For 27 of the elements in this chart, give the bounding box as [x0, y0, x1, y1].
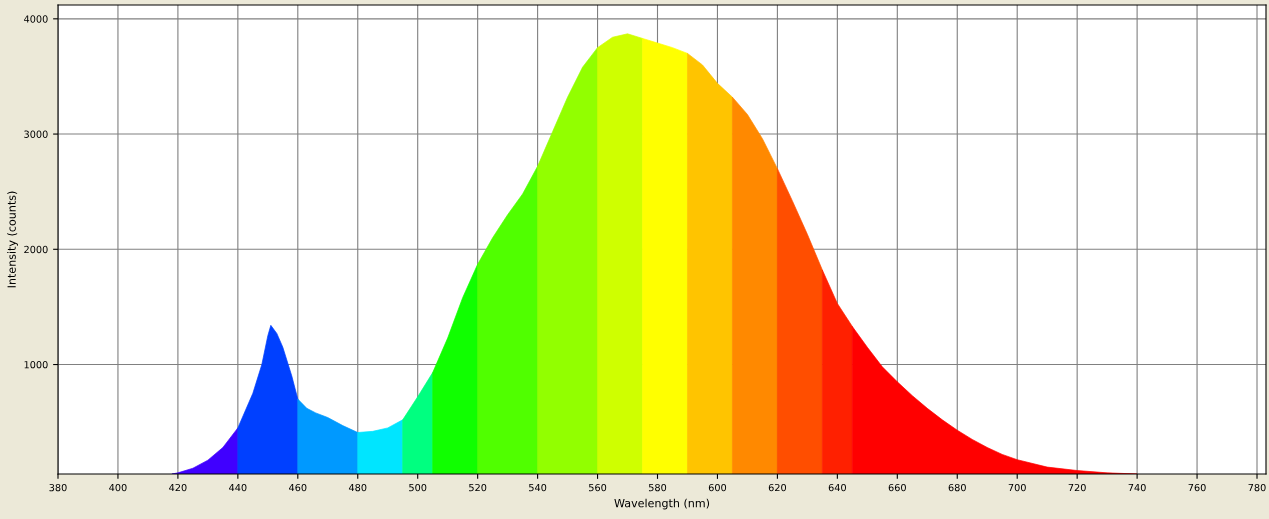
x-tick-label: 400 — [109, 483, 127, 492]
x-tick-label: 540 — [529, 483, 547, 492]
x-tick-label: 640 — [828, 483, 846, 492]
x-tick-label: 460 — [289, 483, 307, 492]
y-tick-label: 4000 — [24, 15, 48, 23]
y-tick-label: 3000 — [24, 130, 48, 138]
y-tick-label: 2000 — [24, 245, 48, 254]
x-tick-label: 420 — [169, 483, 187, 492]
x-tick-label: 720 — [1068, 483, 1086, 492]
x-tick-label: 380 — [49, 483, 67, 492]
x-tick-label: 760 — [1188, 483, 1206, 492]
x-tick-label: 700 — [1008, 483, 1026, 492]
y-tick-label: 1000 — [24, 361, 48, 369]
x-tick-label: 600 — [708, 483, 727, 492]
x-tick-label: 480 — [348, 483, 367, 492]
x-axis-title: Wavelength (nm) — [614, 498, 710, 510]
x-tick-label: 620 — [768, 483, 787, 492]
x-tick-label: 680 — [948, 483, 966, 492]
x-tick-label: 780 — [1248, 483, 1266, 492]
x-tick-label: 740 — [1128, 483, 1146, 492]
x-tick-label: 500 — [409, 483, 427, 492]
x-tick-label: 440 — [229, 483, 247, 492]
x-tick-label: 520 — [469, 483, 487, 492]
x-tick-label: 660 — [888, 483, 906, 492]
y-axis-title: Intensity (counts) — [7, 191, 18, 288]
x-tick-label: 560 — [589, 483, 607, 492]
x-tick-label: 580 — [648, 483, 667, 492]
